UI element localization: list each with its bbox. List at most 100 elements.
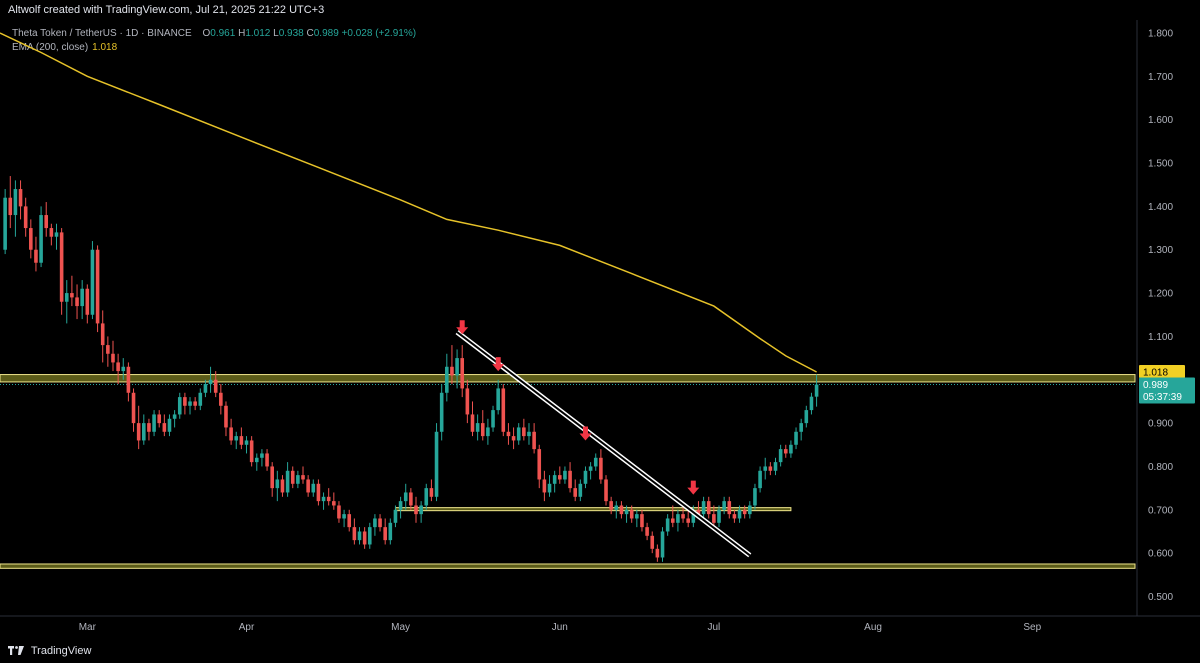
candle-body [748, 505, 752, 515]
candle-body [455, 358, 459, 376]
resistance-arrow [492, 357, 505, 372]
candle-body [342, 514, 346, 519]
candle-body [588, 466, 593, 471]
trendline-inner [456, 331, 751, 557]
candle-body [311, 483, 316, 493]
candle-body [778, 449, 783, 463]
countdown-text: 05:37:39 [1143, 392, 1182, 403]
candle-body [753, 488, 757, 506]
candle-body [527, 431, 531, 437]
zone-band [0, 374, 1136, 383]
candle-body [80, 288, 84, 307]
candle-body [373, 518, 377, 528]
candle-body [152, 414, 156, 432]
candle-body [337, 505, 341, 519]
candle-body [783, 449, 788, 454]
candle-body [347, 514, 352, 528]
candle-body [522, 427, 526, 437]
price-chart[interactable]: 1.800 1.700 1.600 1.500 1.400 1.300 1.200 1.100… [0, 20, 1200, 640]
candle-body [609, 501, 613, 510]
candle-body [465, 388, 470, 415]
x-tick-label: Sep [1023, 622, 1041, 633]
candle-body [398, 501, 403, 510]
candle-body [460, 358, 465, 389]
candle-body [244, 440, 249, 445]
candle-body [624, 509, 629, 515]
candle-body [70, 293, 74, 298]
candle-body [85, 288, 90, 315]
footer-bar: TradingView [0, 640, 1200, 663]
low-value: 0.938 [278, 28, 304, 39]
candle-body [352, 527, 357, 541]
candle-body [629, 509, 634, 519]
candle-body [470, 414, 475, 432]
candle-body [573, 488, 578, 497]
symbol-label: Theta Token / TetherUS · 1D · BINANCE [12, 28, 192, 39]
candle-body [537, 449, 542, 480]
candle-body [727, 501, 732, 515]
candle-body [265, 453, 269, 467]
candle-body [737, 509, 742, 519]
candle-body [547, 483, 552, 493]
open-value: 0.961 [210, 28, 236, 39]
candle-body [706, 501, 711, 515]
candle-body [147, 423, 151, 432]
candle-body [357, 531, 362, 541]
candle-body [280, 479, 285, 493]
low-label: L [273, 28, 279, 39]
ema-label: EMA (200, close) [12, 42, 89, 53]
y-tick-label: 1.400 [1148, 202, 1173, 213]
candle-body [686, 518, 690, 523]
y-tick-label: 0.700 [1148, 505, 1173, 516]
resistance-arrow [687, 480, 700, 495]
y-tick-label: 1.200 [1148, 289, 1173, 300]
resistance-arrow [579, 426, 592, 441]
candle-body [645, 527, 649, 536]
candle-body [424, 488, 429, 506]
current-price-tag [1139, 377, 1195, 404]
candle-body [8, 197, 13, 216]
footer-brand: TradingView [30, 645, 92, 657]
candle-body [193, 401, 197, 406]
candle-body [183, 397, 187, 406]
y-tick-label: 1.500 [1148, 159, 1173, 170]
candle-body [439, 392, 444, 432]
candle-body [23, 206, 28, 229]
candle-body [599, 457, 603, 480]
candle-body [285, 470, 290, 493]
candle-body [29, 228, 33, 250]
candle-body [157, 414, 162, 424]
candle-body [75, 297, 79, 307]
candle-body [167, 418, 172, 432]
candle-body [13, 189, 18, 216]
candle-body [249, 440, 254, 463]
candle-body [506, 431, 511, 437]
candle-body [59, 232, 64, 302]
candle-body [450, 366, 454, 376]
candle-body [388, 522, 393, 541]
candle-body [773, 462, 778, 471]
candle-body [593, 457, 598, 467]
candle-body [219, 392, 223, 406]
candle-body [650, 535, 655, 549]
candle-body [270, 466, 274, 489]
current-price-tag-text: 0.989 [1143, 380, 1168, 391]
candle-body [604, 479, 608, 502]
candle-body [239, 436, 244, 445]
candle-body [326, 496, 331, 502]
candle-body [532, 431, 536, 450]
candle-body [742, 509, 747, 515]
candle-body [414, 505, 418, 515]
candle-body [486, 427, 490, 437]
candle-body [655, 548, 660, 558]
candle-body [367, 527, 372, 545]
candle-body [224, 405, 228, 428]
candle-body [701, 501, 706, 515]
x-tick-label: Aug [864, 622, 882, 633]
candle-body [480, 423, 485, 437]
candle-body [116, 362, 120, 372]
candle-body [635, 514, 639, 519]
candle-body [419, 505, 423, 515]
y-tick-label: 1.700 [1148, 72, 1173, 83]
chart-legend: Theta Token / TetherUS · 1D · BINANCE O0… [12, 27, 416, 55]
